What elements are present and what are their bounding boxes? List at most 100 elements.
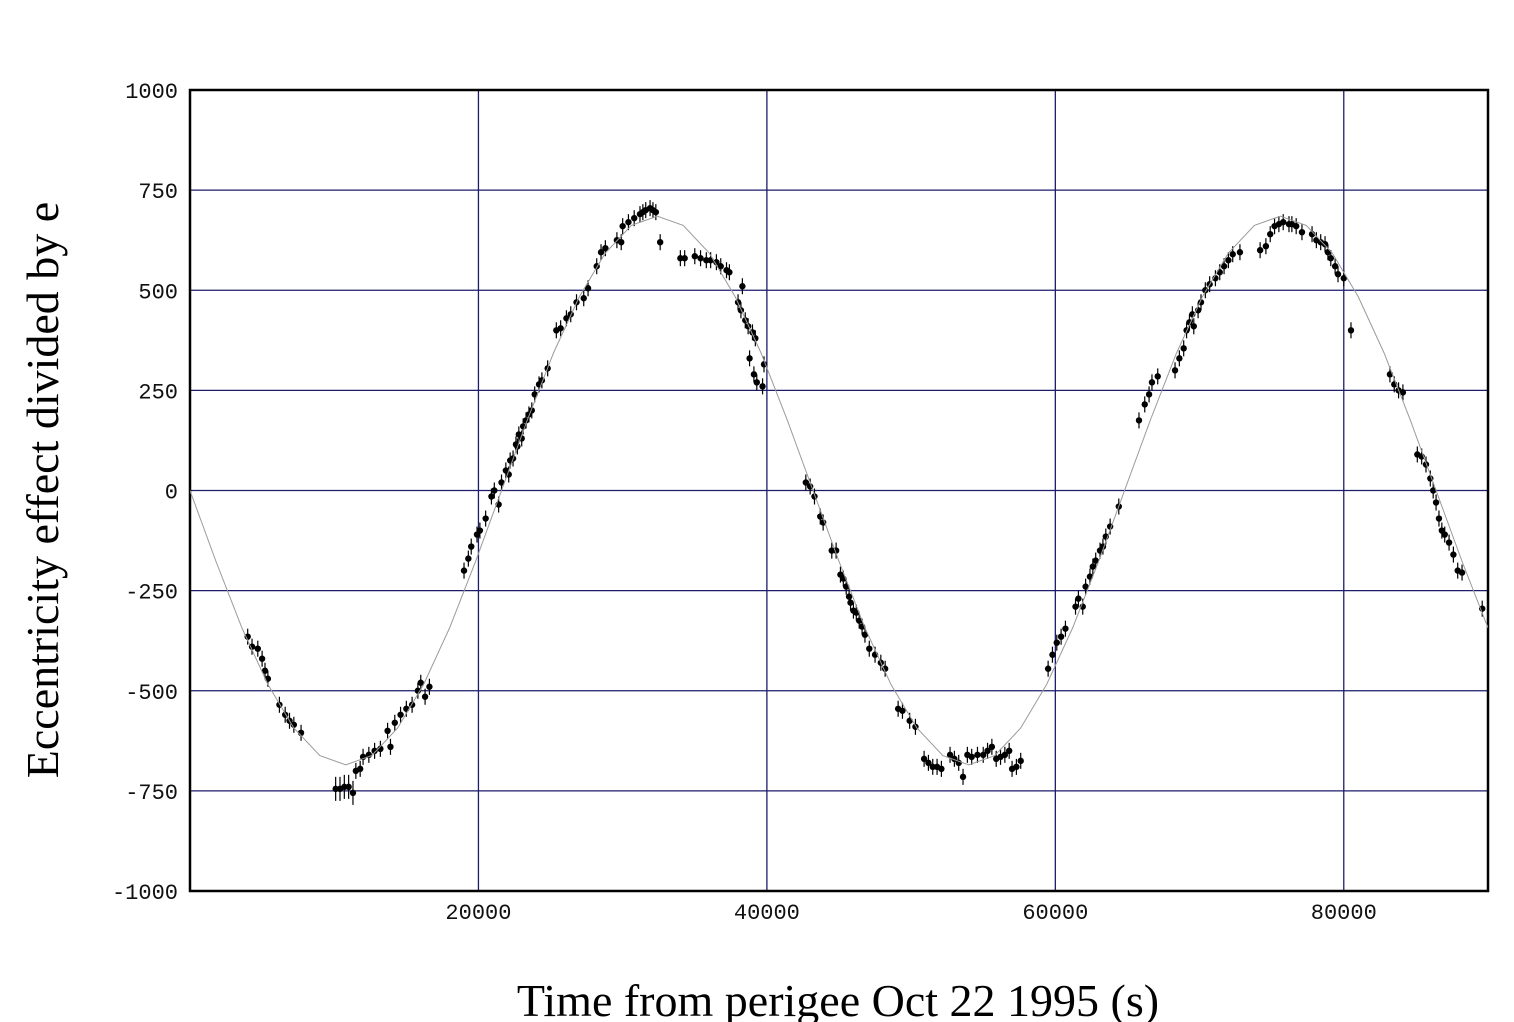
plot-area xyxy=(190,200,1488,805)
data-point xyxy=(1321,240,1329,248)
data-point xyxy=(377,745,384,753)
data-point xyxy=(465,555,472,562)
data-point xyxy=(855,617,863,624)
data-point xyxy=(491,487,498,494)
data-point xyxy=(753,379,760,386)
data-point xyxy=(476,527,484,534)
data-point xyxy=(861,631,869,638)
data-point xyxy=(1017,757,1024,765)
data-point xyxy=(1324,249,1332,256)
data-point xyxy=(1432,499,1440,506)
data-point xyxy=(1399,389,1407,396)
data-point xyxy=(866,645,873,652)
data-point xyxy=(946,751,954,759)
data-point xyxy=(968,753,975,761)
data-point xyxy=(1053,639,1060,646)
data-point xyxy=(1145,391,1153,398)
data-point xyxy=(925,759,932,767)
data-point xyxy=(625,218,632,226)
data-point xyxy=(1013,763,1020,771)
y-tick-label: 750 xyxy=(138,180,178,205)
data-point xyxy=(426,683,433,690)
data-point xyxy=(1075,595,1082,602)
x-tick-label: 20000 xyxy=(445,901,511,926)
data-point xyxy=(488,493,495,500)
data-point xyxy=(391,719,398,726)
data-point xyxy=(563,315,570,322)
data-point xyxy=(602,244,609,252)
data-point xyxy=(980,751,987,759)
y-tick-label: 1000 xyxy=(125,80,178,105)
data-point xyxy=(1441,531,1448,538)
data-point xyxy=(244,633,251,640)
data-point xyxy=(1072,603,1079,610)
data-point xyxy=(619,222,626,230)
data-point xyxy=(681,255,688,262)
data-point xyxy=(847,599,854,606)
data-point xyxy=(1280,218,1287,226)
data-point xyxy=(468,543,475,550)
data-point xyxy=(906,717,913,724)
data-point xyxy=(421,693,429,700)
data-point xyxy=(1292,222,1300,230)
data-point xyxy=(1229,251,1236,258)
data-point xyxy=(988,743,996,751)
data-point xyxy=(713,259,720,266)
data-point xyxy=(1180,345,1187,352)
data-point xyxy=(1001,751,1009,759)
data-point xyxy=(1190,323,1197,330)
data-point xyxy=(1057,633,1065,640)
data-point xyxy=(349,789,357,797)
data-point xyxy=(1445,539,1453,546)
data-point xyxy=(248,643,256,650)
y-tick-label: 0 xyxy=(165,481,178,506)
data-point xyxy=(1154,373,1161,380)
data-point xyxy=(802,479,810,486)
data-point xyxy=(1092,557,1099,564)
data-point xyxy=(1458,569,1466,576)
data-point xyxy=(1176,355,1183,362)
data-point xyxy=(652,208,660,216)
data-point xyxy=(697,255,704,262)
data-point xyxy=(618,238,625,246)
data-point xyxy=(1347,327,1355,334)
data-point xyxy=(460,567,468,574)
y-axis-title: Eccentricity effect divided by e xyxy=(17,202,68,778)
data-point xyxy=(1171,367,1179,374)
data-point xyxy=(959,773,967,781)
data-point xyxy=(759,383,766,390)
data-point xyxy=(1220,263,1228,270)
data-point xyxy=(750,371,758,378)
data-point xyxy=(597,249,605,256)
data-point xyxy=(845,593,853,600)
data-point xyxy=(584,285,592,292)
data-point xyxy=(691,253,698,260)
x-tick-label: 60000 xyxy=(1022,901,1088,926)
data-point xyxy=(1334,271,1342,278)
data-point xyxy=(258,655,266,662)
data-point xyxy=(726,269,733,276)
fit-curve xyxy=(190,215,1488,766)
data-point xyxy=(920,755,928,763)
data-point xyxy=(387,743,394,751)
data-point xyxy=(384,727,391,734)
data-point xyxy=(1049,651,1056,658)
data-point xyxy=(290,721,298,728)
data-point xyxy=(984,747,991,755)
data-point xyxy=(1256,247,1264,254)
data-point xyxy=(746,355,753,362)
data-point xyxy=(482,515,489,522)
data-point xyxy=(938,765,945,773)
data-point xyxy=(356,765,364,773)
data-point xyxy=(656,238,664,246)
y-tick-label: 500 xyxy=(138,280,178,305)
data-point xyxy=(1089,563,1097,570)
data-point xyxy=(1262,242,1270,250)
data-point xyxy=(1062,625,1069,632)
data-point xyxy=(397,711,404,718)
data-point xyxy=(819,519,827,526)
data-point xyxy=(955,759,962,767)
x-tick-label: 40000 xyxy=(734,901,800,926)
